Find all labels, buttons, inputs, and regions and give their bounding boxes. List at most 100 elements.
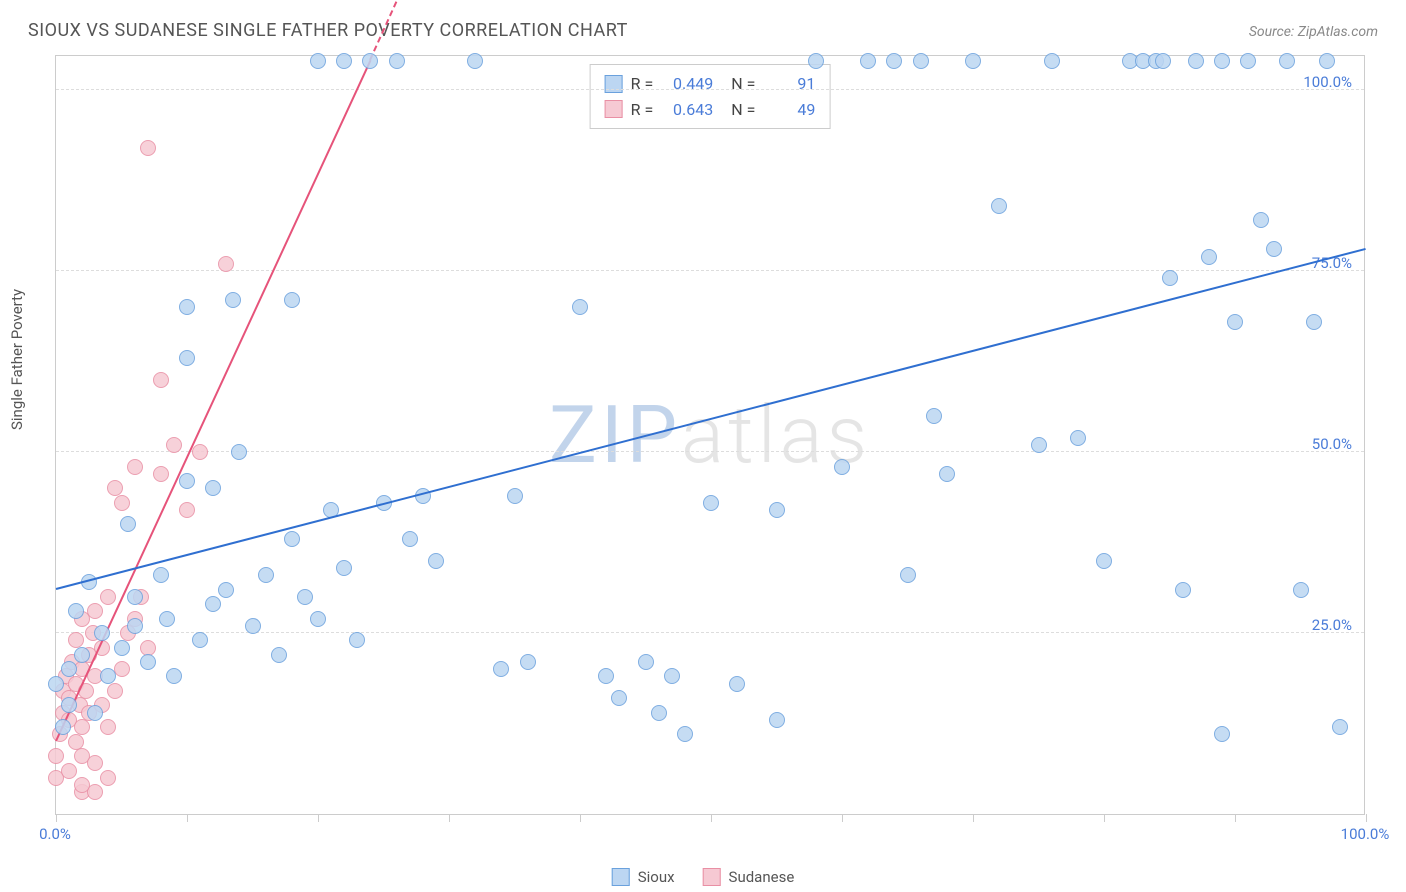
sioux-point xyxy=(127,589,143,605)
sioux-point xyxy=(834,459,850,475)
correlation-stats-box: R =0.449N =91R =0.643N =49 xyxy=(590,64,831,129)
x-tick xyxy=(580,814,581,822)
sioux-point xyxy=(284,531,300,547)
sioux-point xyxy=(1096,553,1112,569)
sioux-point xyxy=(179,473,195,489)
sioux-N-value: 91 xyxy=(763,71,815,97)
sioux-point xyxy=(886,53,902,69)
x-tick xyxy=(1104,814,1105,822)
sioux-point xyxy=(467,53,483,69)
gridline-h xyxy=(56,89,1364,90)
x-tick xyxy=(56,814,57,822)
sioux-point xyxy=(87,705,103,721)
sioux-point xyxy=(860,53,876,69)
scatter-plot-area: ZIPatlas R =0.449N =91R =0.643N =49 25.0… xyxy=(55,55,1365,815)
sioux-point xyxy=(336,560,352,576)
x-tick xyxy=(1235,814,1236,822)
sioux-point xyxy=(100,668,116,684)
sioux-point xyxy=(310,53,326,69)
x-tick xyxy=(449,814,450,822)
source-credit: Source: ZipAtlas.com xyxy=(1249,24,1378,40)
x-tick xyxy=(1366,814,1367,822)
x-tick xyxy=(318,814,319,822)
sioux-point xyxy=(1070,430,1086,446)
sioux-point xyxy=(1044,53,1060,69)
sioux-point xyxy=(179,350,195,366)
sioux-point xyxy=(1332,719,1348,735)
sioux-point xyxy=(1279,53,1295,69)
sioux-point xyxy=(520,654,536,670)
legend-bottom: SiouxSudanese xyxy=(612,868,795,886)
watermark: ZIPatlas xyxy=(549,388,871,482)
sudanese-swatch xyxy=(605,100,623,118)
sioux-point xyxy=(703,495,719,511)
sioux-legend-label: Sioux xyxy=(638,868,675,886)
sioux-point xyxy=(284,292,300,308)
sioux-point xyxy=(127,618,143,634)
sioux-point xyxy=(48,676,64,692)
sioux-point xyxy=(428,553,444,569)
sioux-point xyxy=(61,697,77,713)
sudanese-point xyxy=(153,466,169,482)
sudanese-point xyxy=(218,256,234,272)
sioux-point xyxy=(1031,437,1047,453)
sioux-point xyxy=(1240,53,1256,69)
sioux-point xyxy=(205,480,221,496)
sudanese-point xyxy=(127,459,143,475)
sioux-point xyxy=(1227,314,1243,330)
sioux-point xyxy=(389,53,405,69)
sioux-point xyxy=(598,668,614,684)
sioux-point xyxy=(638,654,654,670)
sudanese-R-value: 0.643 xyxy=(661,97,713,123)
sioux-point xyxy=(913,53,929,69)
sioux-point xyxy=(729,676,745,692)
sioux-point xyxy=(218,582,234,598)
sioux-R-value: 0.449 xyxy=(661,71,713,97)
sudanese-legend-swatch xyxy=(703,868,721,886)
sioux-point xyxy=(225,292,241,308)
sioux-point xyxy=(61,661,77,677)
sioux-point xyxy=(939,466,955,482)
sioux-point xyxy=(245,618,261,634)
sudanese-point xyxy=(100,589,116,605)
sioux-point xyxy=(769,502,785,518)
x-tick-label: 0.0% xyxy=(39,825,71,843)
x-tick-label: 100.0% xyxy=(1341,825,1390,843)
sioux-point xyxy=(231,444,247,460)
sioux-point xyxy=(1188,53,1204,69)
sioux-point xyxy=(1155,53,1171,69)
sudanese-point xyxy=(100,719,116,735)
sioux-point xyxy=(1214,53,1230,69)
sioux-point xyxy=(336,53,352,69)
sioux-point xyxy=(402,531,418,547)
sioux-point xyxy=(120,516,136,532)
sioux-point xyxy=(1293,582,1309,598)
sioux-point xyxy=(310,611,326,627)
sioux-legend-swatch xyxy=(612,868,630,886)
sioux-point xyxy=(991,198,1007,214)
sioux-point xyxy=(664,668,680,684)
sudanese-point xyxy=(61,763,77,779)
sioux-point xyxy=(179,299,195,315)
sudanese-point xyxy=(166,437,182,453)
legend-item-sioux: Sioux xyxy=(612,868,675,886)
sioux-point xyxy=(192,632,208,648)
sioux-point xyxy=(1319,53,1335,69)
sioux-point xyxy=(769,712,785,728)
sioux-point xyxy=(205,596,221,612)
sioux-point xyxy=(808,53,824,69)
sioux-point xyxy=(1201,249,1217,265)
x-tick xyxy=(973,814,974,822)
x-tick xyxy=(842,814,843,822)
sudanese-point xyxy=(179,502,195,518)
chart-title: SIOUX VS SUDANESE SINGLE FATHER POVERTY … xyxy=(28,20,628,41)
sioux-point xyxy=(651,705,667,721)
gridline-h xyxy=(56,451,1364,452)
sioux-point xyxy=(166,668,182,684)
sioux-point xyxy=(493,661,509,677)
sudanese-point xyxy=(107,683,123,699)
sudanese-point xyxy=(192,444,208,460)
y-tick-label: 100.0% xyxy=(1303,73,1352,91)
chart-header: SIOUX VS SUDANESE SINGLE FATHER POVERTY … xyxy=(28,20,1378,41)
sudanese-point xyxy=(87,603,103,619)
